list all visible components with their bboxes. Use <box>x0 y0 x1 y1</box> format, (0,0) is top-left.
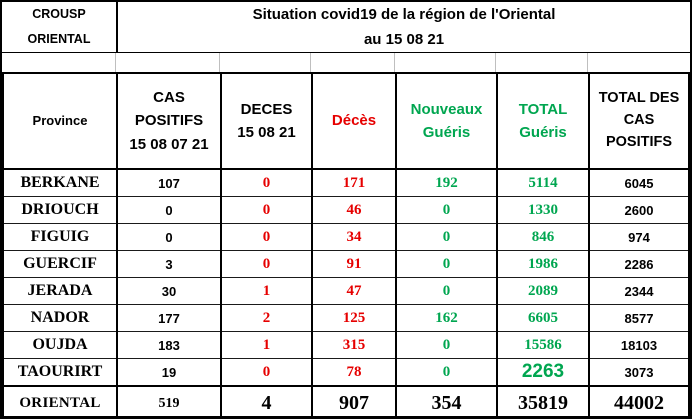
column-header-nouveaux-gueris: Nouveaux Guéris <box>395 72 498 170</box>
cell-cas_positifs_15_08_07_21: 3 <box>116 250 222 278</box>
cell-province: GUERCIF <box>2 250 118 278</box>
cell-total_des_cas_positifs: 2286 <box>588 250 690 278</box>
total-cell-deces: 907 <box>311 385 397 416</box>
cell-deces: 78 <box>311 358 397 387</box>
cell-province: DRIOUCH <box>2 196 118 224</box>
spacer-cell <box>588 53 690 72</box>
column-header-total-cas: TOTAL DES CAS POSITIFS <box>588 72 690 170</box>
total-cell-nouveaux-gueris: 354 <box>395 385 498 416</box>
total-row: ORIENTAL 519 4 907 354 35819 44002 <box>2 385 690 416</box>
cell-province: FIGUIG <box>2 223 118 251</box>
cell-deces_15_08_21: 2 <box>220 304 313 332</box>
cell-total_gueris: 2263 <box>496 358 590 387</box>
cell-total_des_cas_positifs: 2344 <box>588 277 690 305</box>
column-header-row: Province CAS POSITIFS 15 08 07 21 DECES … <box>2 72 690 170</box>
cell-nouveaux_gueris: 192 <box>395 168 498 197</box>
title-row: CROUSP ORIENTAL Situation covid19 de la … <box>2 2 690 52</box>
table-row: TAOURIRT 19 0 78 0 2263 3073 <box>2 358 690 387</box>
cell-total_des_cas_positifs: 974 <box>588 223 690 251</box>
cell-deces: 91 <box>311 250 397 278</box>
cell-deces_15_08_21: 0 <box>220 223 313 251</box>
cell-deces: 46 <box>311 196 397 224</box>
cell-nouveaux_gueris: 0 <box>395 358 498 387</box>
cell-deces_15_08_21: 0 <box>220 250 313 278</box>
column-header-total-gueris: TOTAL Guéris <box>496 72 590 170</box>
org-name: CROUSP ORIENTAL <box>2 2 118 52</box>
cell-nouveaux_gueris: 0 <box>395 277 498 305</box>
empty-spreadsheet-row <box>2 52 690 72</box>
cell-nouveaux_gueris: 0 <box>395 223 498 251</box>
cell-total_des_cas_positifs: 18103 <box>588 331 690 359</box>
cell-deces_15_08_21: 1 <box>220 277 313 305</box>
cell-province: NADOR <box>2 304 118 332</box>
cell-province: OUJDA <box>2 331 118 359</box>
cell-province: JERADA <box>2 277 118 305</box>
spacer-cell <box>311 53 395 72</box>
cell-cas_positifs_15_08_07_21: 19 <box>116 358 222 387</box>
spacer-cell <box>116 53 220 72</box>
table-row: OUJDA 183 1 315 0 15586 18103 <box>2 331 690 359</box>
cell-nouveaux_gueris: 0 <box>395 331 498 359</box>
spacer-cell <box>496 53 588 72</box>
cell-cas_positifs_15_08_07_21: 107 <box>116 168 222 197</box>
cell-total_gueris: 1986 <box>496 250 590 278</box>
cell-nouveaux_gueris: 0 <box>395 196 498 224</box>
table-row: FIGUIG 0 0 34 0 846 974 <box>2 223 690 251</box>
cell-deces_15_08_21: 0 <box>220 168 313 197</box>
cell-total_gueris: 846 <box>496 223 590 251</box>
cell-deces: 34 <box>311 223 397 251</box>
cell-total_gueris: 5114 <box>496 168 590 197</box>
cell-cas_positifs_15_08_07_21: 0 <box>116 223 222 251</box>
table-row: BERKANE 107 0 171 192 5114 6045 <box>2 168 690 197</box>
cell-total_des_cas_positifs: 2600 <box>588 196 690 224</box>
cell-deces: 47 <box>311 277 397 305</box>
table-row: JERADA 30 1 47 0 2089 2344 <box>2 277 690 305</box>
cell-cas_positifs_15_08_07_21: 30 <box>116 277 222 305</box>
cell-province: BERKANE <box>2 168 118 197</box>
total-cell-province: ORIENTAL <box>2 385 118 416</box>
total-cell-total-cas: 44002 <box>588 385 690 416</box>
cell-total_des_cas_positifs: 6045 <box>588 168 690 197</box>
cell-nouveaux_gueris: 162 <box>395 304 498 332</box>
total-cell-cas-positifs: 519 <box>116 385 222 416</box>
column-header-deces: Décès <box>311 72 397 170</box>
column-header-cas-positifs: CAS POSITIFS 15 08 07 21 <box>116 72 222 170</box>
column-header-province: Province <box>2 72 118 170</box>
cell-deces: 125 <box>311 304 397 332</box>
table-row: GUERCIF 3 0 91 0 1986 2286 <box>2 250 690 278</box>
cell-total_des_cas_positifs: 3073 <box>588 358 690 387</box>
cell-cas_positifs_15_08_07_21: 183 <box>116 331 222 359</box>
cell-province: TAOURIRT <box>2 358 118 387</box>
cell-deces_15_08_21: 0 <box>220 358 313 387</box>
table-body: BERKANE 107 0 171 192 5114 6045 DRIOUCH 0 0 46 0 133… <box>2 168 690 387</box>
cell-total_des_cas_positifs: 8577 <box>588 304 690 332</box>
page-title: Situation covid19 de la région de l'Orie… <box>252 5 556 49</box>
covid-table: Province CAS POSITIFS 15 08 07 21 DECES … <box>2 72 690 416</box>
spacer-cell <box>2 53 116 72</box>
cell-total_gueris: 1330 <box>496 196 590 224</box>
cell-deces_15_08_21: 0 <box>220 196 313 224</box>
total-cell-deces-date: 4 <box>220 385 313 416</box>
cell-cas_positifs_15_08_07_21: 0 <box>116 196 222 224</box>
total-cell-total-gueris: 35819 <box>496 385 590 416</box>
column-header-deces-date: DECES 15 08 21 <box>220 72 313 170</box>
spacer-cell <box>220 53 311 72</box>
table-row: DRIOUCH 0 0 46 0 1330 2600 <box>2 196 690 224</box>
cell-nouveaux_gueris: 0 <box>395 250 498 278</box>
table-row: NADOR 177 2 125 162 6605 8577 <box>2 304 690 332</box>
cell-total_gueris: 6605 <box>496 304 590 332</box>
cell-total_gueris: 15586 <box>496 331 590 359</box>
cell-deces: 315 <box>311 331 397 359</box>
spacer-cell <box>395 53 496 72</box>
cell-cas_positifs_15_08_07_21: 177 <box>116 304 222 332</box>
cell-deces: 171 <box>311 168 397 197</box>
cell-total_gueris: 2089 <box>496 277 590 305</box>
cell-deces_15_08_21: 1 <box>220 331 313 359</box>
